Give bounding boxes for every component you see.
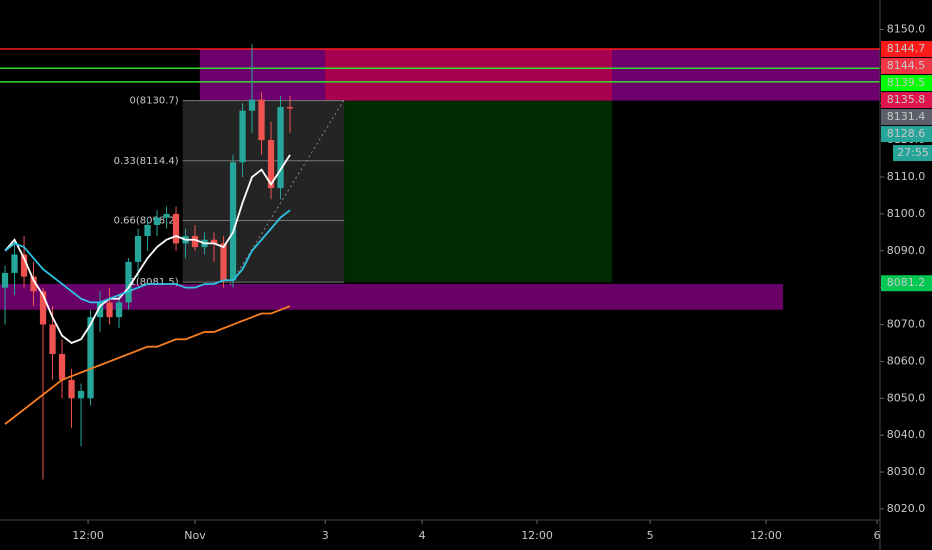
fib-label: 0.33(8114.4)	[114, 156, 179, 167]
x-tick-label: 12:00	[521, 529, 553, 542]
zone	[344, 100, 613, 283]
price-label-bg	[881, 41, 932, 58]
price-label: 8144.7	[887, 42, 926, 55]
y-tick-label: 8110.0	[887, 170, 926, 183]
price-label: 8131.4	[887, 110, 926, 123]
candle-body	[258, 99, 265, 141]
candle-body	[115, 302, 123, 318]
candle-body	[49, 324, 56, 355]
candle-body	[144, 224, 151, 237]
price-label-bg	[881, 58, 932, 75]
x-tick-label: 6	[874, 529, 881, 542]
candle-body	[77, 390, 85, 399]
y-tick-label: 8060.0	[887, 354, 926, 367]
x-tick-label: 4	[419, 529, 426, 542]
candle-body	[106, 302, 113, 318]
candle-body	[153, 217, 161, 225]
y-tick-label: 8030.0	[887, 465, 926, 478]
price-label-bg	[881, 109, 932, 126]
y-tick-label: 8050.0	[887, 391, 926, 404]
candle-body	[286, 106, 294, 109]
candle-body	[30, 276, 37, 292]
candle-body	[1, 272, 9, 288]
candle-body	[134, 236, 142, 262]
candle-body	[191, 236, 199, 248]
price-label: 8081.2	[887, 276, 926, 289]
candle-body	[87, 317, 94, 399]
fib-label: 1(8081.5)	[130, 277, 179, 288]
plot-area: 0(8130.7) 0.33(8114.4) 0.66(8098.2) 1(8081.…	[0, 44, 881, 480]
x-tick-label: 5	[647, 529, 654, 542]
candle-body	[20, 254, 28, 277]
countdown: 27:55	[897, 146, 929, 159]
candle-body	[229, 162, 237, 281]
zone	[325, 49, 613, 101]
candle-body	[210, 239, 218, 244]
y-tick-label: 8070.0	[887, 318, 926, 331]
y-tick-label: 8040.0	[887, 428, 926, 441]
candle-body	[125, 261, 132, 303]
x-tick-label: Nov	[184, 529, 206, 542]
countdown-bg	[893, 145, 932, 162]
candle-body	[68, 379, 75, 399]
x-tick-label: 3	[322, 529, 329, 542]
price-label: 8128.6	[887, 127, 926, 140]
x-tick-label: 12:00	[750, 529, 782, 542]
price-label: 8144.5	[887, 59, 926, 72]
candle-body	[248, 99, 256, 111]
y-tick-label: 8100.0	[887, 207, 926, 220]
price-label: 8135.8	[887, 93, 926, 106]
y-tick-label: 8020.0	[887, 502, 926, 515]
y-tick-label: 8090.0	[887, 244, 926, 257]
moving-average	[4, 305, 291, 425]
candle-body	[267, 140, 275, 189]
candle-body	[163, 213, 170, 218]
candle-body	[96, 302, 104, 318]
moving-average	[4, 209, 291, 304]
candle-body	[58, 354, 66, 380]
candle-body	[220, 243, 227, 281]
price-label-bg	[881, 75, 932, 92]
candle-body	[239, 110, 246, 163]
x-tick-label: 12:00	[72, 529, 104, 542]
price-label: 8139.5	[887, 76, 926, 89]
trend-line	[229, 99, 345, 286]
y-tick-label: 8150.0	[887, 23, 926, 36]
fib-label: 0(8130.7)	[130, 96, 179, 107]
price-label-bg	[881, 126, 932, 143]
price-label-bg	[881, 275, 932, 292]
fib-label: 0.66(8098.2)	[114, 216, 179, 227]
candle-body	[277, 106, 284, 189]
moving-average	[4, 154, 291, 345]
candle-body	[172, 213, 180, 244]
candle-body	[11, 254, 18, 273]
price-label-bg	[881, 92, 932, 109]
candle-body	[39, 291, 47, 325]
